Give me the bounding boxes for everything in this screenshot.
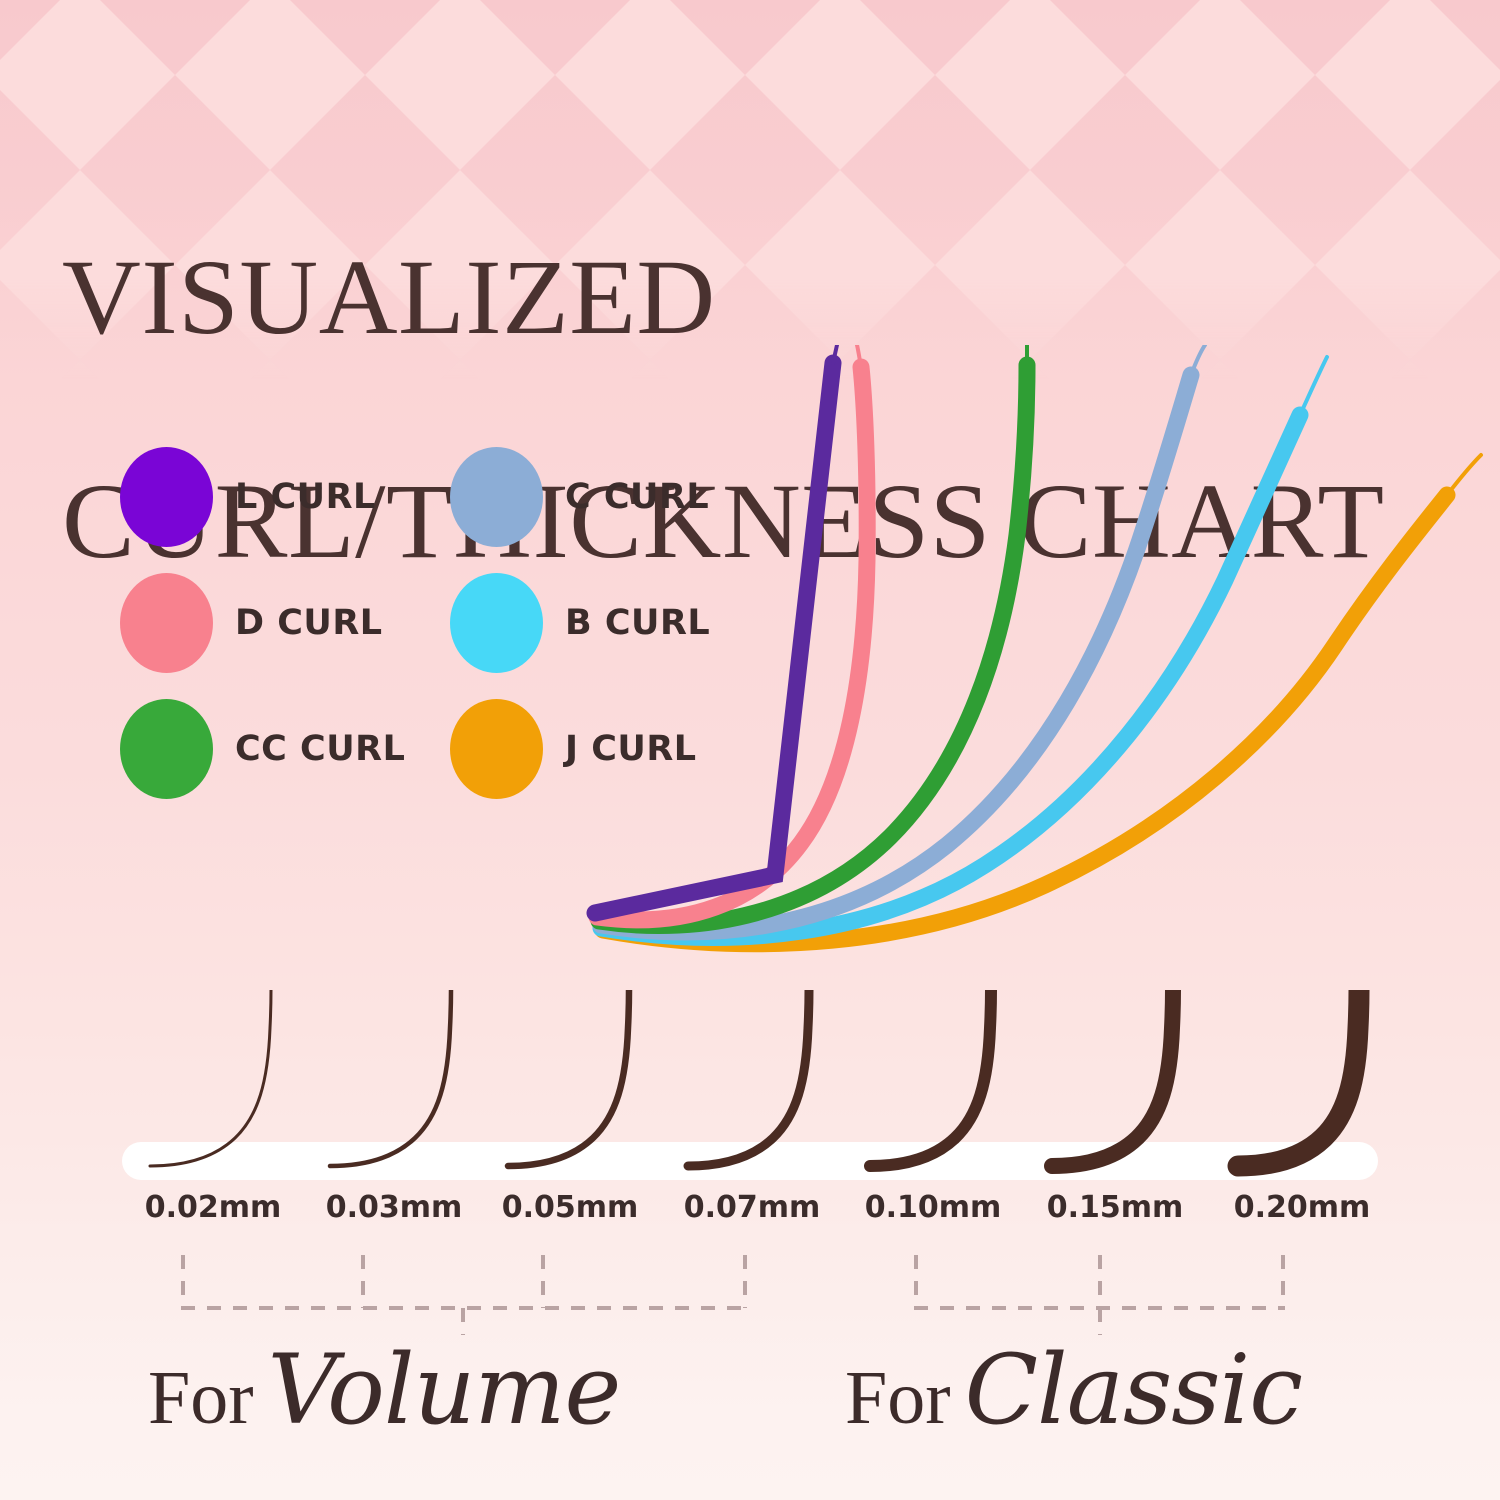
page-title-line-2: CURL/THICKNESS CHART <box>62 462 1385 581</box>
legend-label-c-curl: C CURL <box>565 477 710 517</box>
thickness-tick-0-10mm: 0.10mm <box>864 1190 1002 1225</box>
legend-label-j-curl: J CURL <box>565 729 697 769</box>
footer-for-classic: For Classic <box>845 1334 1303 1448</box>
legend-label-cc-curl: CC CURL <box>235 729 406 769</box>
footer-classic-script: Classic <box>964 1334 1303 1446</box>
lash-0-02mm <box>148 990 273 1168</box>
legend-swatch-c-curl <box>450 447 543 547</box>
thickness-tick-0-02mm: 0.02mm <box>144 1190 282 1225</box>
footer-volume-script: Volume <box>267 1334 622 1446</box>
lash-0-15mm <box>1044 990 1181 1174</box>
thickness-tick-0-05mm: 0.05mm <box>501 1190 639 1225</box>
legend-label-b-curl: B CURL <box>565 603 711 643</box>
legend-item-j-curl[interactable]: J CURL <box>450 699 740 799</box>
curve-cc-curl <box>590 345 1036 934</box>
lash-thickness-illustrations <box>148 990 1370 1177</box>
legend-item-l-curl[interactable]: L CURL <box>120 447 450 547</box>
page-title-line-1: VISUALIZED <box>62 238 716 357</box>
page-title: VISUALIZED CURL/THICKNESS CHART <box>62 130 1490 690</box>
thickness-tick-0-03mm: 0.03mm <box>325 1190 463 1225</box>
lash-0-10mm <box>864 990 997 1172</box>
legend-label-d-curl: D CURL <box>235 603 383 643</box>
footer-classic-prefix: For <box>845 1356 951 1440</box>
legend-swatch-j-curl <box>450 699 543 799</box>
legend-swatch-l-curl <box>120 447 213 547</box>
curve-c-curl <box>592 345 1207 941</box>
lash-strip-background <box>122 1142 1378 1180</box>
lash-0-20mm <box>1227 990 1370 1177</box>
thickness-tick-0-15mm: 0.15mm <box>1046 1190 1184 1225</box>
legend-item-d-curl[interactable]: D CURL <box>120 573 450 673</box>
footer-volume-prefix: For <box>148 1356 254 1440</box>
curve-l-curl <box>586 345 842 922</box>
argyle-background-pattern <box>0 0 1500 380</box>
thickness-scale: 0.02mm 0.03mm 0.05mm 0.07mm 0.10mm 0.15m… <box>0 990 1500 1280</box>
footer-for-volume: For Volume <box>148 1334 622 1448</box>
legend-item-cc-curl[interactable]: CC CURL <box>120 699 450 799</box>
curl-legend: L CURL C CURL D CURL B CURL CC CURL J CU… <box>120 434 740 812</box>
lash-0-05mm <box>504 990 633 1170</box>
legend-swatch-d-curl <box>120 573 213 673</box>
curve-j-curl <box>594 453 1483 953</box>
legend-swatch-b-curl <box>450 573 543 673</box>
lash-0-03mm <box>327 990 454 1169</box>
curve-b-curl <box>592 355 1329 946</box>
legend-swatch-cc-curl <box>120 699 213 799</box>
legend-item-b-curl[interactable]: B CURL <box>450 573 740 673</box>
curve-d-curl <box>588 345 876 929</box>
grouping-brackets <box>0 1255 1500 1335</box>
legend-label-l-curl: L CURL <box>235 477 376 517</box>
thickness-tick-0-07mm: 0.07mm <box>683 1190 821 1225</box>
legend-item-c-curl[interactable]: C CURL <box>450 447 740 547</box>
curl-curve-diagram <box>575 345 1500 955</box>
thickness-tick-0-20mm: 0.20mm <box>1233 1190 1371 1225</box>
lash-0-07mm <box>683 990 814 1171</box>
